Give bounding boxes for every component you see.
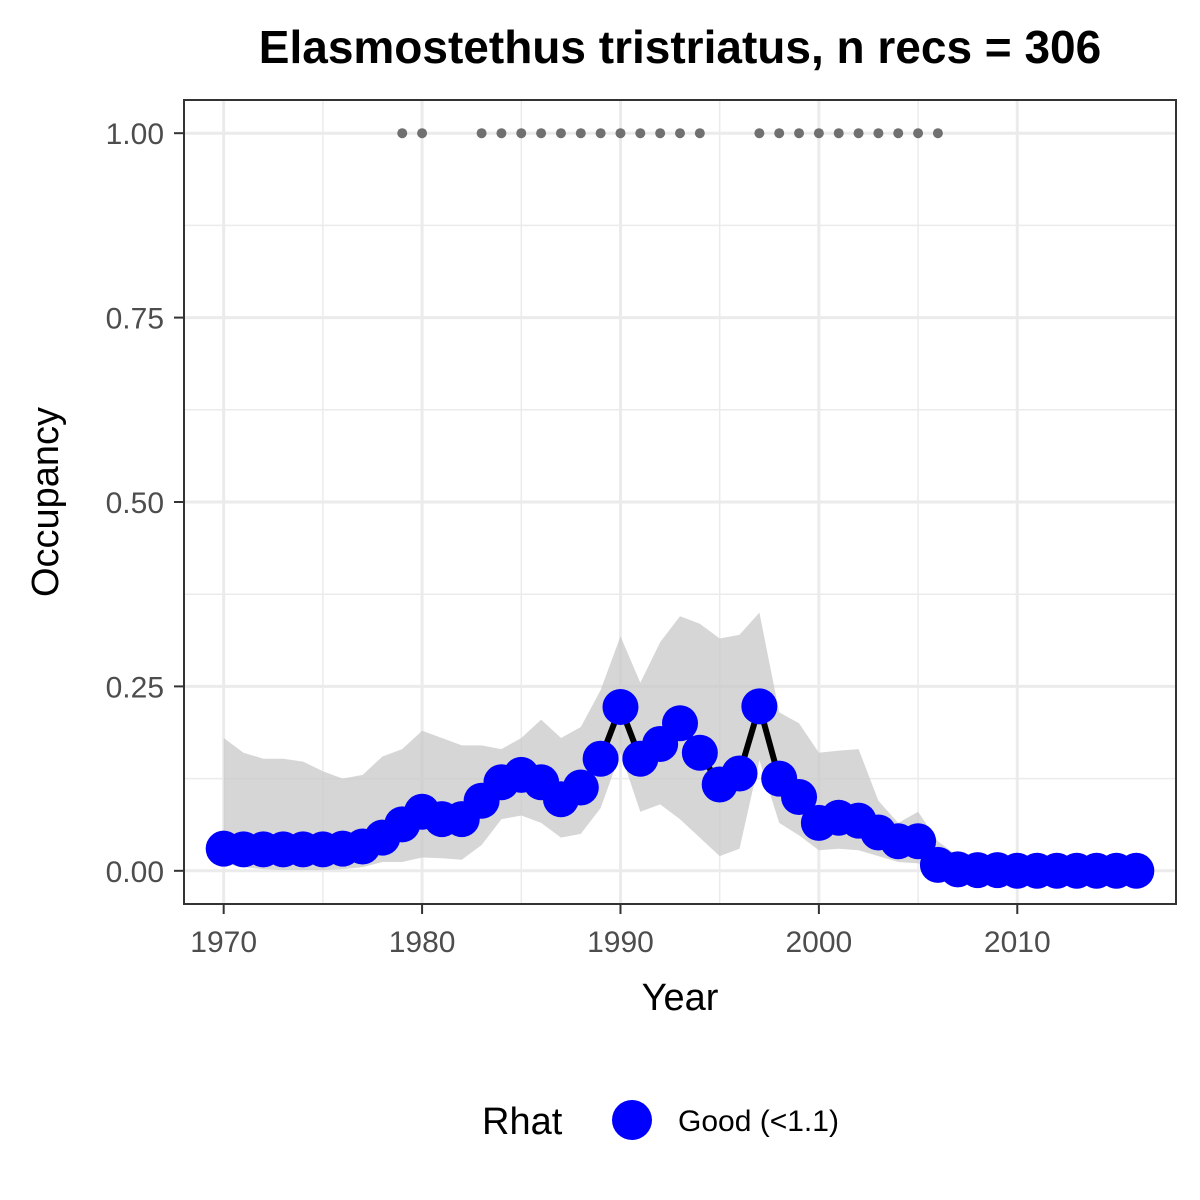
record-dot bbox=[893, 128, 904, 139]
x-tick-label: 1980 bbox=[389, 926, 456, 959]
y-tick-label: 0.00 bbox=[106, 856, 164, 889]
occupancy-point bbox=[721, 755, 758, 792]
x-tick-label: 2010 bbox=[984, 926, 1051, 959]
occupancy-point bbox=[582, 740, 619, 777]
occupancy-point bbox=[681, 734, 718, 771]
record-dot bbox=[833, 128, 844, 139]
record-dot bbox=[417, 128, 428, 139]
record-dot bbox=[476, 128, 487, 139]
occupancy-point bbox=[741, 688, 778, 725]
y-axis-title: Occupancy bbox=[25, 407, 67, 597]
x-axis-title: Year bbox=[642, 977, 719, 1019]
occupancy-point bbox=[602, 689, 639, 726]
y-tick-label: 0.75 bbox=[106, 303, 164, 336]
record-dot bbox=[536, 128, 547, 139]
record-dots bbox=[397, 128, 943, 139]
x-tick-label: 1990 bbox=[587, 926, 654, 959]
record-dot bbox=[516, 128, 527, 139]
chart-title: Elasmostethus tristriatus, n recs = 306 bbox=[259, 21, 1101, 73]
y-tick-label: 1.00 bbox=[106, 118, 164, 151]
record-dot bbox=[813, 128, 824, 139]
y-tick-label: 0.50 bbox=[106, 487, 164, 520]
record-dot bbox=[655, 128, 666, 139]
record-dot bbox=[754, 128, 765, 139]
record-dot bbox=[694, 128, 705, 139]
occupancy-point bbox=[900, 823, 937, 860]
record-dot bbox=[873, 128, 884, 139]
occupancy-points bbox=[205, 688, 1155, 889]
record-dot bbox=[555, 128, 566, 139]
record-dot bbox=[496, 128, 507, 139]
x-tick-label: 1970 bbox=[190, 926, 257, 959]
occupancy-point bbox=[1118, 852, 1155, 889]
occupancy-point bbox=[562, 769, 599, 806]
record-dot bbox=[774, 128, 785, 139]
y-axis: 0.00 0.25 0.50 0.75 1.00 bbox=[106, 118, 184, 889]
y-tick-label: 0.25 bbox=[106, 671, 164, 704]
occupancy-point bbox=[662, 705, 698, 742]
record-dot bbox=[853, 128, 864, 139]
legend-key-point bbox=[612, 1100, 652, 1140]
x-axis: 1970 1980 1990 2000 2010 bbox=[190, 904, 1051, 959]
record-dot bbox=[595, 128, 606, 139]
record-dot bbox=[575, 128, 586, 139]
occupancy-point bbox=[781, 779, 818, 816]
record-dot bbox=[913, 128, 924, 139]
record-dot bbox=[615, 128, 626, 139]
legend: Rhat Good (<1.1) bbox=[482, 1100, 839, 1143]
x-tick-label: 2000 bbox=[786, 926, 853, 959]
record-dot bbox=[794, 128, 805, 139]
legend-label: Good (<1.1) bbox=[678, 1105, 839, 1138]
record-dot bbox=[932, 128, 943, 139]
record-dot bbox=[397, 128, 408, 139]
record-dot bbox=[675, 128, 685, 139]
legend-title: Rhat bbox=[482, 1101, 563, 1143]
record-dot bbox=[635, 128, 646, 139]
